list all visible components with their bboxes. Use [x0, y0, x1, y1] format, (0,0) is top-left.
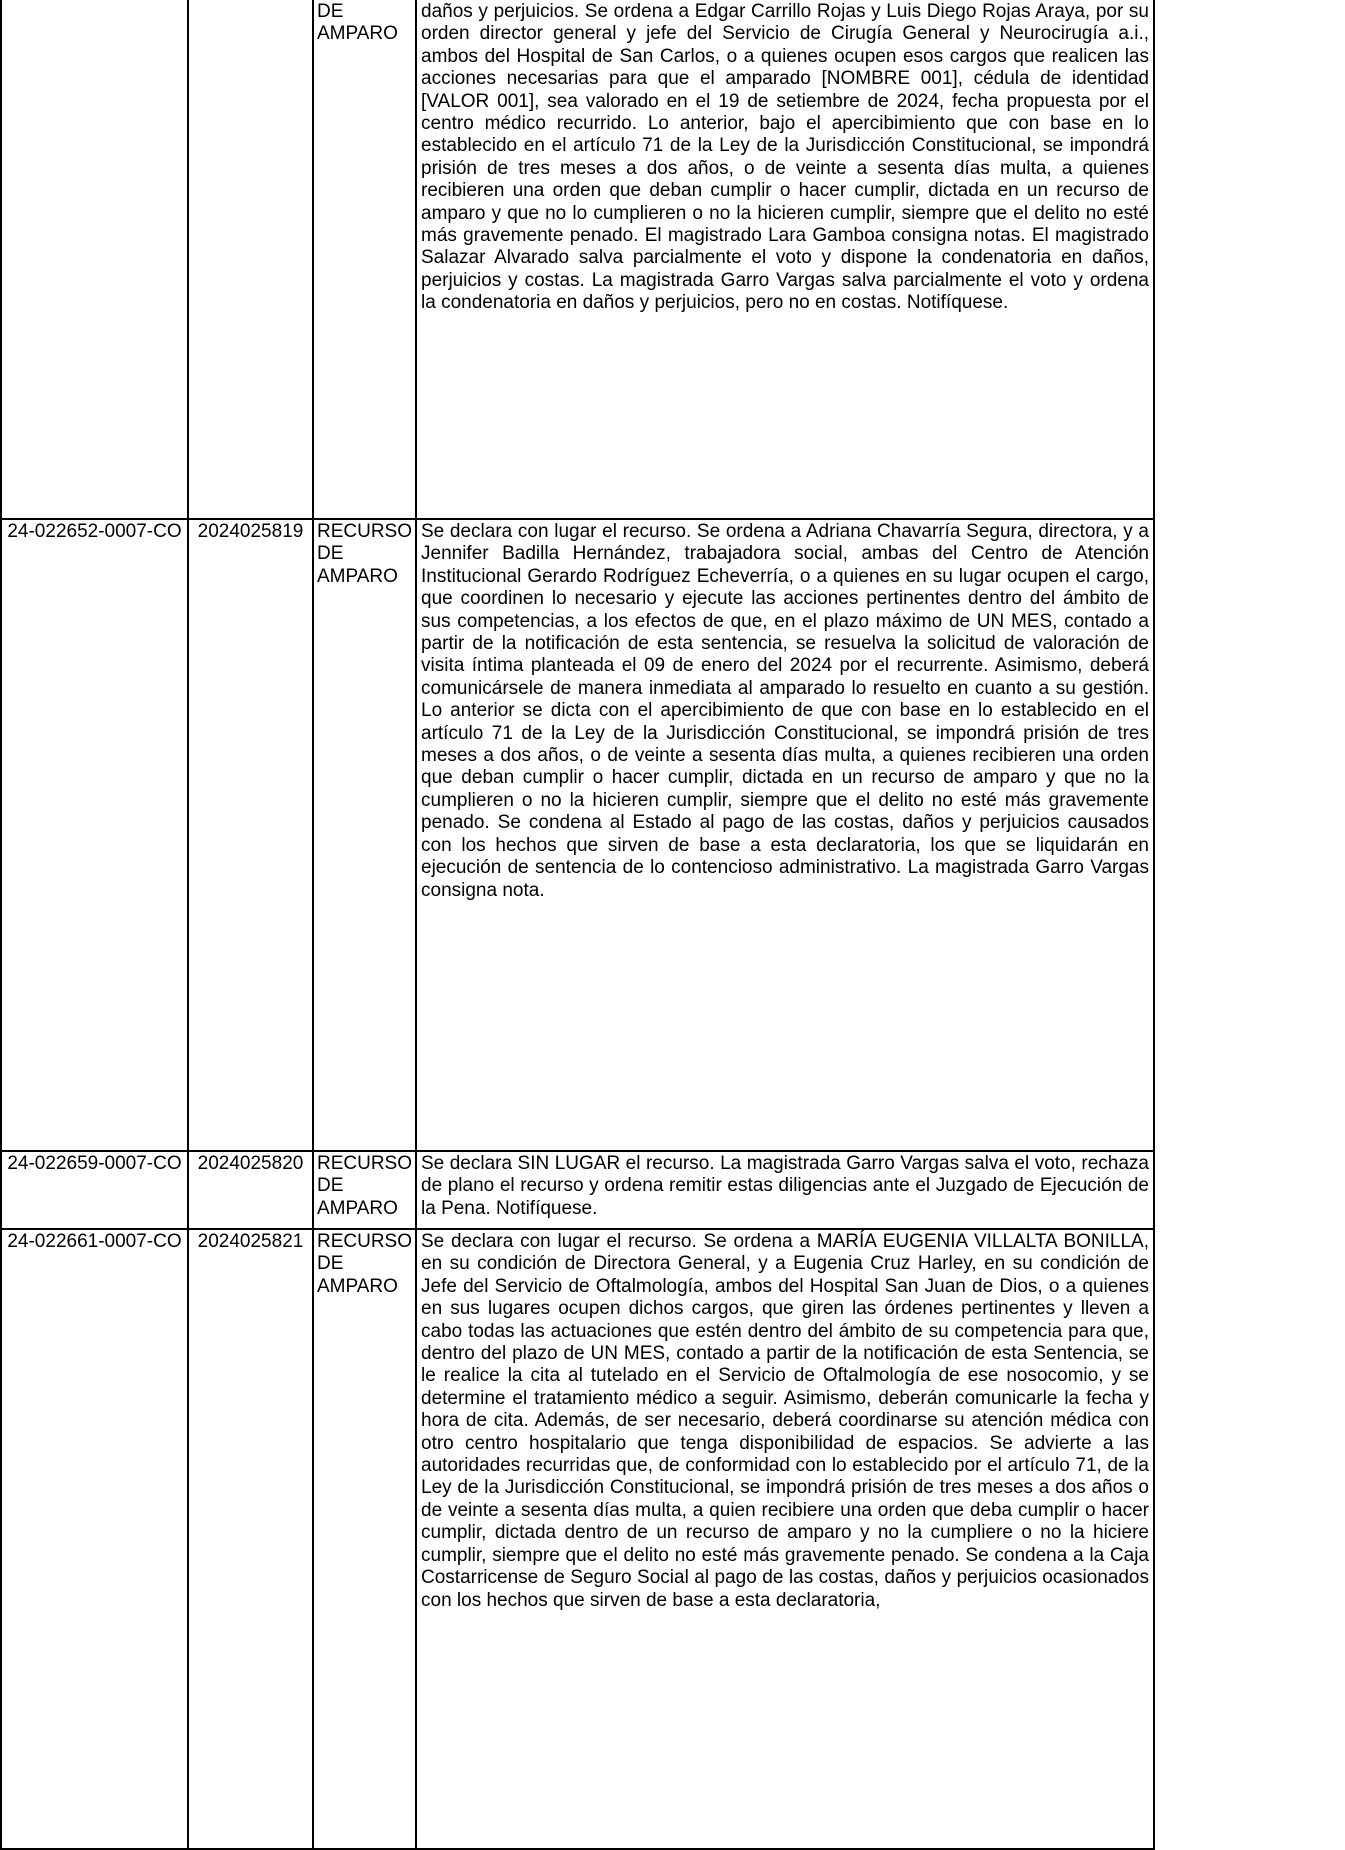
voto: 2024025819 — [187, 518, 314, 1152]
expediente: 24-022659-0007-CO — [0, 1150, 189, 1230]
resolutions-table: DE AMPARO daños y perjuicios. Se ordena … — [0, 0, 1155, 1850]
row: 24-022661-0007-CO 2024025821 RECURSO DE … — [0, 1228, 1155, 1850]
expediente: 24-022652-0007-CO — [0, 518, 189, 1152]
tipo: RECURSO DE AMPARO — [312, 518, 417, 1152]
row: DE AMPARO daños y perjuicios. Se ordena … — [0, 0, 1155, 520]
row: 24-022652-0007-CO 2024025819 RECURSO DE … — [0, 518, 1155, 1152]
resolucion: Se declara con lugar el recurso. Se orde… — [415, 1228, 1155, 1850]
tipo: DE AMPARO — [312, 0, 417, 520]
tipo: RECURSO DE AMPARO — [312, 1150, 417, 1230]
cell — [187, 0, 314, 520]
row: 24-022659-0007-CO 2024025820 RECURSO DE … — [0, 1150, 1155, 1230]
expediente: 24-022661-0007-CO — [0, 1228, 189, 1850]
voto: 2024025820 — [187, 1150, 314, 1230]
cell — [0, 0, 189, 520]
resolucion: Se declara SIN LUGAR el recurso. La magi… — [415, 1150, 1155, 1230]
resolucion: Se declara con lugar el recurso. Se orde… — [415, 518, 1155, 1152]
tipo: RECURSO DE AMPARO — [312, 1228, 417, 1850]
resolucion: daños y perjuicios. Se ordena a Edgar Ca… — [415, 0, 1155, 520]
voto: 2024025821 — [187, 1228, 314, 1850]
